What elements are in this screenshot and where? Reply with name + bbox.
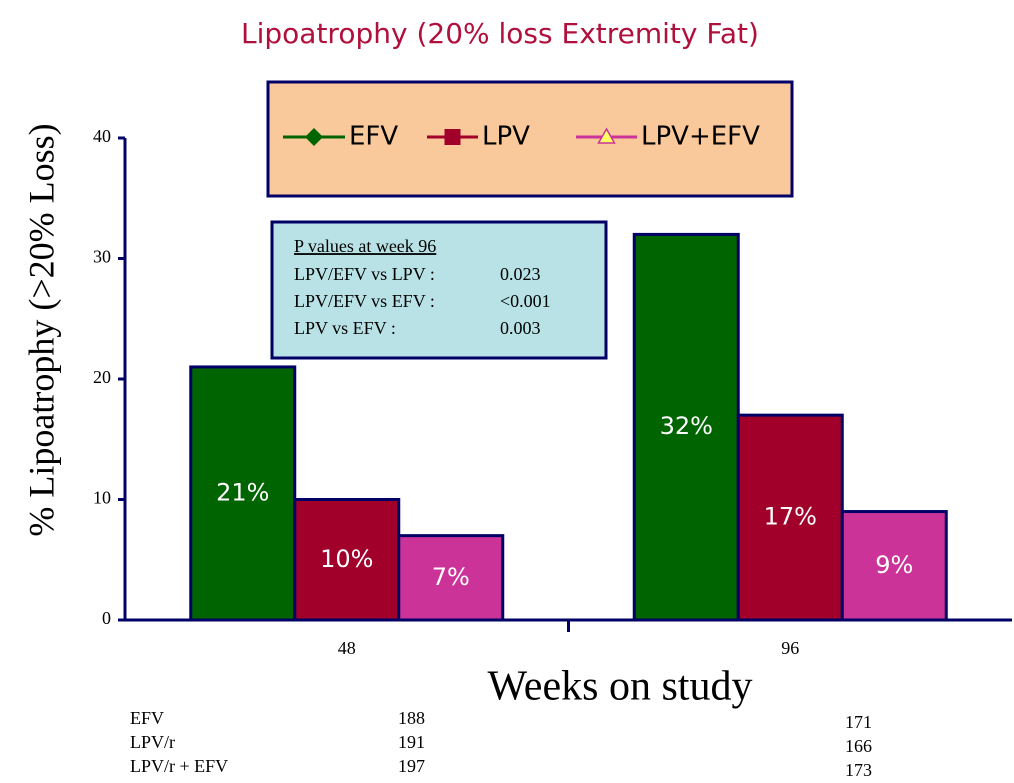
value-label: 7% <box>432 563 470 591</box>
bar <box>293 498 401 622</box>
annotation-value: 0.023 <box>500 264 541 284</box>
table-cell: 171 <box>845 712 872 732</box>
y-tick-label: 30 <box>93 247 111 267</box>
y-tick-label: 40 <box>93 126 111 146</box>
x-tick-label: 96 <box>781 638 799 658</box>
y-axis-label: % Lipoatrophy (>20% Loss) <box>21 123 61 536</box>
value-label: 21% <box>216 478 269 506</box>
table-cell: EFV <box>130 708 164 728</box>
value-label: 10% <box>320 545 373 573</box>
table-cell: 166 <box>845 736 872 756</box>
x-tick-label: 48 <box>338 638 356 658</box>
chart-title: Lipoatrophy (20% loss Extremity Fat) <box>241 17 759 50</box>
annotation-box <box>270 220 608 360</box>
table-cell: LPV/r <box>130 732 175 752</box>
table-cell: LPV/r + EFV <box>130 756 228 776</box>
legend-item: LPV <box>427 122 530 152</box>
value-label: 9% <box>875 551 913 579</box>
value-label: 17% <box>764 503 817 531</box>
y-tick-label: 0 <box>102 608 111 628</box>
legend-label: LPV+EFV <box>641 122 760 152</box>
legend-label: EFV <box>349 122 398 152</box>
legend-item: LPV+EFV <box>576 122 760 152</box>
legend-marker <box>305 128 323 146</box>
y-tick-label: 20 <box>93 367 111 387</box>
y-tick-label: 10 <box>93 488 111 508</box>
annotation-value: 0.003 <box>500 318 541 338</box>
legend-marker <box>597 127 616 144</box>
bar <box>840 510 948 622</box>
annotation-label: LPV vs EFV : <box>294 318 396 338</box>
table-cell: 188 <box>398 708 425 728</box>
bar <box>189 365 297 622</box>
legend-box <box>266 80 794 198</box>
legend-item: EFV <box>283 122 398 152</box>
table-cell: 191 <box>398 732 425 752</box>
x-axis-label: Weeks on study <box>488 664 753 710</box>
legend-label: LPV <box>482 122 530 152</box>
annotation-label: LPV/EFV vs LPV : <box>294 264 435 284</box>
annotation-value: <0.001 <box>500 291 551 311</box>
annotation-label: LPV/EFV vs EFV : <box>294 291 435 311</box>
legend-marker <box>444 129 461 145</box>
table-cell: 197 <box>398 756 425 776</box>
value-label: 32% <box>660 412 713 440</box>
annotation-title: P values at week 96 <box>294 236 436 256</box>
bar <box>397 534 505 622</box>
table-cell: 173 <box>845 760 872 780</box>
